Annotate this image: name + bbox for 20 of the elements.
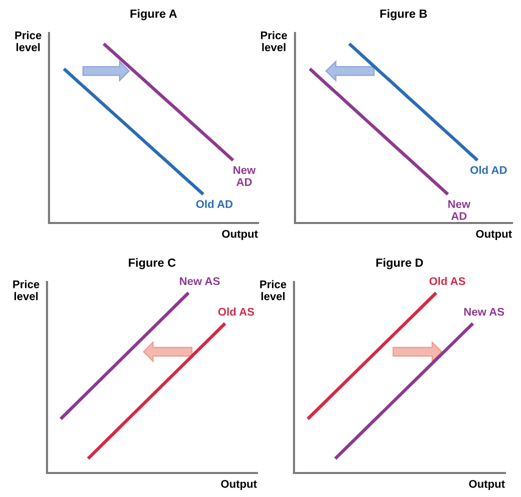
series-label: Old AS <box>429 276 466 286</box>
y-axis-title: Price level <box>15 31 42 52</box>
series-label: New AD <box>448 200 470 220</box>
chart-title: Figure A <box>130 9 177 20</box>
x-axis-title: Output <box>222 230 258 240</box>
chart-title: Figure D <box>376 258 423 270</box>
series-label: Old AS <box>218 308 254 316</box>
y-axis-title: Price level <box>260 280 286 300</box>
series-label: Old AD <box>470 166 507 174</box>
chart-title: Figure C <box>128 258 176 270</box>
x-axis-title: Output <box>221 480 257 490</box>
x-axis-title: Output <box>476 230 512 240</box>
chart-title: Figure B <box>380 9 427 20</box>
series-label: Old AD <box>196 200 233 208</box>
series-label: New AS <box>180 277 220 286</box>
x-axis-title: Output <box>469 480 505 490</box>
y-axis-title: Price level <box>260 31 288 52</box>
series-label: New AS <box>464 308 504 316</box>
series-label: New AD <box>234 166 256 186</box>
y-axis-title: Price level <box>13 280 40 300</box>
